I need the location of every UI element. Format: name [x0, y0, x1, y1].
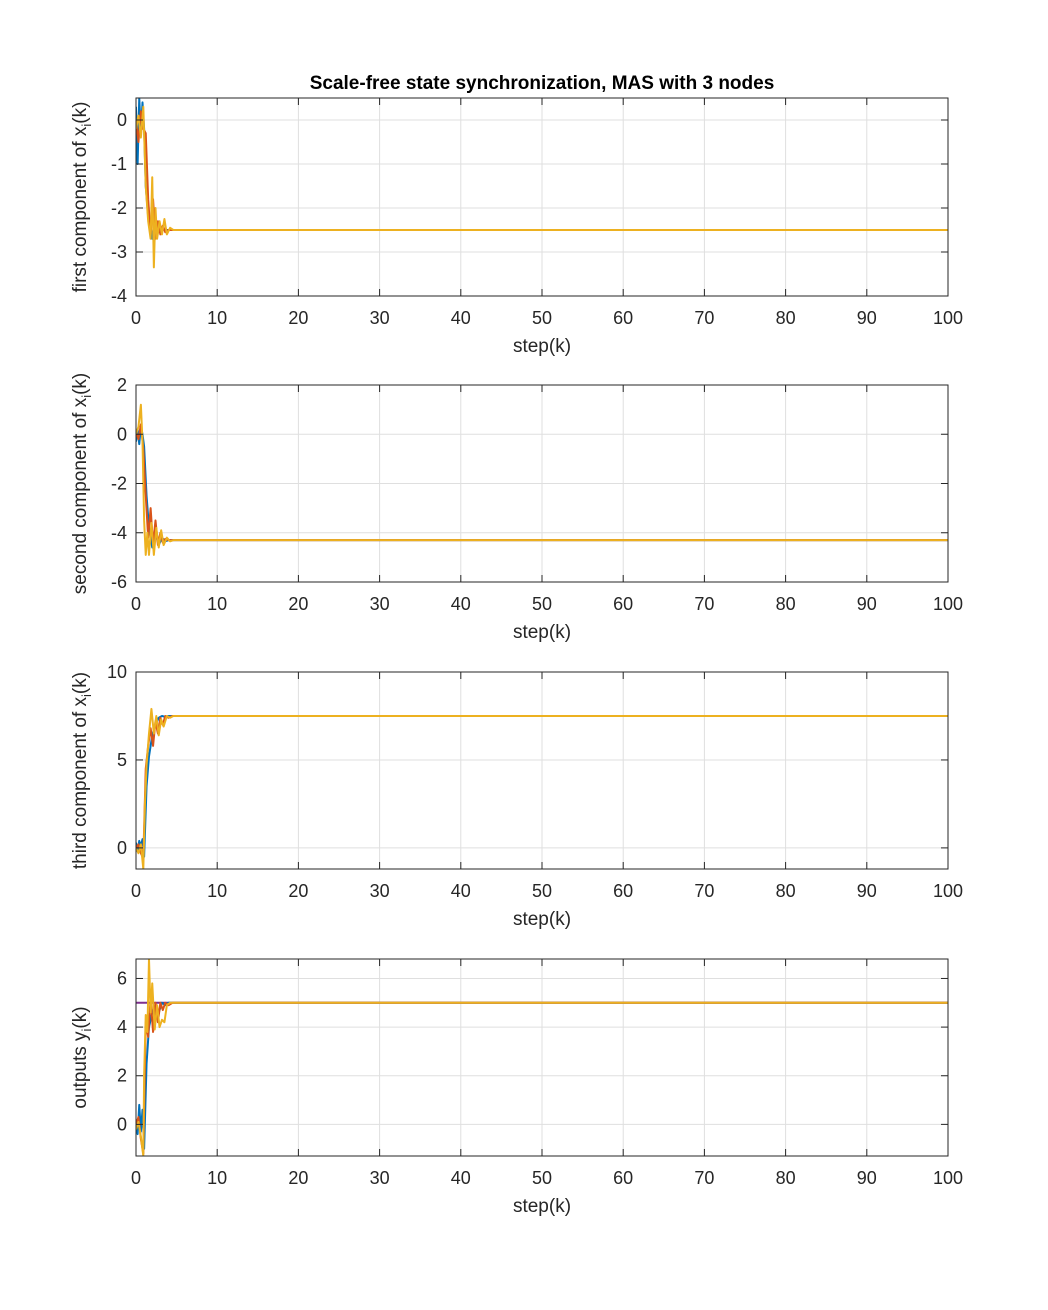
x-tick-label: 0: [131, 881, 141, 901]
y-tick-label: 0: [117, 1114, 127, 1134]
x-tick-label: 0: [131, 1168, 141, 1188]
x-tick-label: 70: [694, 308, 714, 328]
y-tick-label: -1: [111, 154, 127, 174]
y-axis-label: first component of xi(k): [70, 102, 94, 293]
x-tick-label: 80: [776, 1168, 796, 1188]
series-group: [136, 707, 948, 869]
x-tick-label: 50: [532, 308, 552, 328]
y-tick-label: -6: [111, 572, 127, 592]
y-tick-label: 0: [117, 838, 127, 858]
x-axis-label: step(k): [513, 622, 571, 643]
y-tick-label: -4: [111, 523, 127, 543]
x-tick-label: 30: [370, 594, 390, 614]
y-tick-label: 2: [117, 1066, 127, 1086]
subplot-third: 0 10 20 30 40 50 60 70 80 90 100 0 5 10 step(k) third c…: [70, 662, 963, 930]
x-tick-label: 90: [857, 1168, 877, 1188]
y-tick-label: 0: [117, 110, 127, 130]
subplot-first: 0 10 20 30 40 50 60 70 80 90 100 -4 -3 -2 -1 0 step(k) fi…: [70, 97, 963, 357]
x-tick-label: 80: [776, 881, 796, 901]
subplot-stack: 0 10 20 30 40 50 60 70 80 90 100-4-3-2-10step(k)fi…: [70, 97, 963, 1217]
x-tick-label: 100: [933, 881, 963, 901]
x-tick-label: 10: [207, 308, 227, 328]
x-tick-label: 60: [613, 308, 633, 328]
series-group: [136, 403, 948, 556]
y-tick-label: 10: [107, 662, 127, 682]
y-tick-label: -2: [111, 474, 127, 494]
x-tick-label: 90: [857, 594, 877, 614]
y-tick-label: 2: [117, 375, 127, 395]
x-tick-label: 10: [207, 881, 227, 901]
x-axis-label: step(k): [513, 336, 571, 357]
x-tick-label: 30: [370, 1168, 390, 1188]
y-tick-label: -3: [111, 242, 127, 262]
x-tick-label: 30: [370, 308, 390, 328]
x-tick-label: 60: [613, 594, 633, 614]
x-tick-label: 60: [613, 881, 633, 901]
x-tick-label: 80: [776, 308, 796, 328]
y-tick-label: 0: [117, 424, 127, 444]
x-tick-label: 70: [694, 881, 714, 901]
y-axis-label: second component of xi(k): [70, 373, 94, 595]
y-axis-label: third component of xi(k): [70, 672, 94, 869]
x-tick-label: 70: [694, 594, 714, 614]
y-tick-label: -2: [111, 198, 127, 218]
x-tick-label: 0: [131, 594, 141, 614]
x-tick-label: 50: [532, 881, 552, 901]
x-tick-label: 100: [933, 308, 963, 328]
x-tick-label: 10: [207, 594, 227, 614]
x-tick-label: 40: [451, 308, 471, 328]
x-tick-label: 90: [857, 881, 877, 901]
x-tick-label: 90: [857, 308, 877, 328]
series-group: [136, 959, 948, 1156]
series-line-node-3: [136, 707, 948, 869]
subplot-outputs: 0 10 20 30 40 50 60 70 80 90 100 0 2 4 6 step(k) outputs…: [70, 958, 963, 1217]
x-tick-label: 20: [288, 881, 308, 901]
x-tick-label: 50: [532, 594, 552, 614]
y-tick-label: 4: [117, 1017, 127, 1037]
y-tick-label: -4: [111, 286, 127, 306]
x-tick-label: 20: [288, 594, 308, 614]
x-tick-label: 80: [776, 594, 796, 614]
x-tick-label: 60: [613, 1168, 633, 1188]
subplot-second: 0 10 20 30 40 50 60 70 80 90 100 -6 -4 -2 0 2 step(k) sec…: [70, 373, 963, 643]
x-tick-label: 30: [370, 881, 390, 901]
x-axis-label: step(k): [513, 909, 571, 930]
x-tick-label: 40: [451, 594, 471, 614]
x-tick-label: 100: [933, 1168, 963, 1188]
y-tick-label: 5: [117, 750, 127, 770]
series-line-node-3: [136, 403, 948, 556]
x-tick-label: 20: [288, 1168, 308, 1188]
y-tick-label: 6: [117, 968, 127, 988]
x-tick-label: 40: [451, 881, 471, 901]
x-tick-label: 0: [131, 308, 141, 328]
x-tick-label: 50: [532, 1168, 552, 1188]
y-axis-label: outputs yi(k): [70, 1006, 94, 1108]
series-line-node-3: [136, 105, 948, 269]
x-axis-label: step(k): [513, 1196, 571, 1217]
x-tick-label: 10: [207, 1168, 227, 1188]
x-tick-label: 100: [933, 594, 963, 614]
x-tick-label: 20: [288, 308, 308, 328]
series-group: [136, 98, 948, 269]
figure-title: Scale-free state synchronization, MAS wi…: [310, 73, 775, 94]
x-tick-label: 40: [451, 1168, 471, 1188]
series-line-node-3: [136, 959, 948, 1156]
x-tick-label: 70: [694, 1168, 714, 1188]
